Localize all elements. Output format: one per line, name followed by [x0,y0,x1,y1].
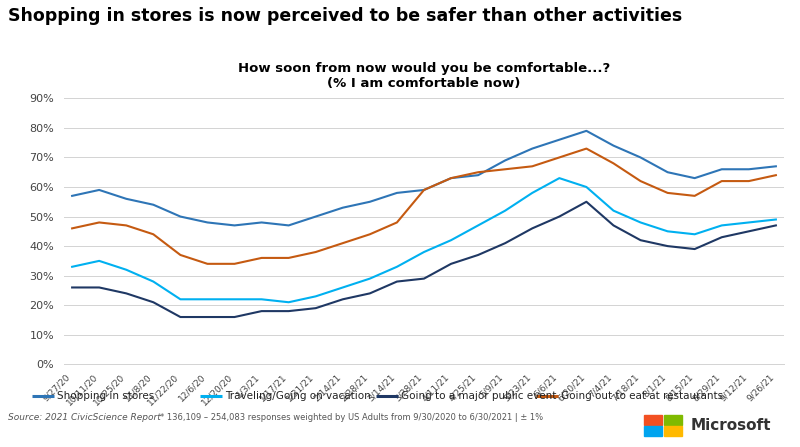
Text: Shopping in stores: Shopping in stores [57,391,154,401]
Text: Microsoft: Microsoft [690,418,771,433]
Text: Traveling/Going on vacation: Traveling/Going on vacation [225,391,370,401]
Text: * 136,109 – 254,083 responses weighted by US Adults from 9/30/2020 to 6/30/2021 : * 136,109 – 254,083 responses weighted b… [160,413,543,422]
Text: Going out to eat at restaurants: Going out to eat at restaurants [561,391,723,401]
Text: Source: 2021 CivicScience Report: Source: 2021 CivicScience Report [8,413,161,422]
Text: Shopping in stores is now perceived to be safer than other activities: Shopping in stores is now perceived to b… [8,7,682,25]
Text: Going to a major public event: Going to a major public event [401,391,556,401]
Title: How soon from now would you be comfortable...?
(% I am comfortable now): How soon from now would you be comfortab… [238,62,610,90]
